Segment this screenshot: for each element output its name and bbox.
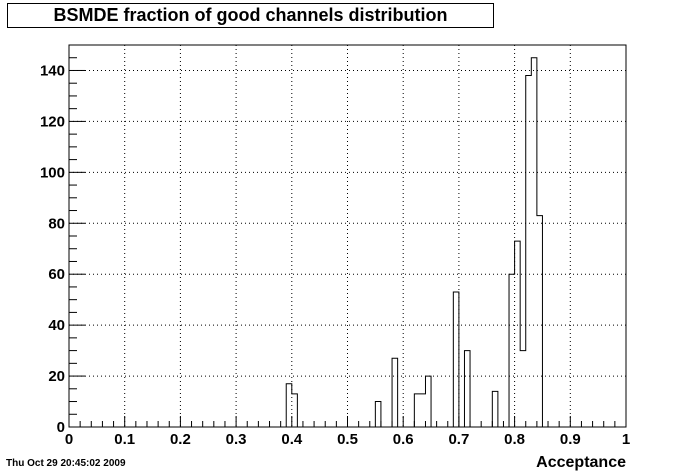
y-tick-label: 120 <box>40 113 65 130</box>
x-tick-label: 0.2 <box>170 431 191 448</box>
y-tick-labels: 0 20 40 60 80 100 120 140 <box>40 62 65 436</box>
date-stamp: Thu Oct 29 20:45:02 2009 <box>6 458 126 469</box>
grid-lines <box>69 45 626 427</box>
x-tick-label: 0.7 <box>448 431 469 448</box>
y-tick-label: 0 <box>57 419 65 436</box>
y-tick-label: 80 <box>48 215 65 232</box>
histogram-bar <box>375 402 381 427</box>
y-tick-label: 40 <box>48 317 65 334</box>
y-tick-label: 60 <box>48 266 65 283</box>
x-tick-label: 0.1 <box>114 431 135 448</box>
x-tick-label: 0.3 <box>226 431 247 448</box>
histogram-bar <box>414 394 420 427</box>
histogram-bar <box>526 76 532 427</box>
y-tick-label: 20 <box>48 368 65 385</box>
histogram-bar <box>464 351 470 427</box>
x-tick-label: 0.6 <box>393 431 414 448</box>
histogram-bar <box>531 58 537 427</box>
histogram-bar <box>509 274 515 427</box>
x-tick-labels: 0 0.1 0.2 0.3 0.4 0.5 0.6 0.7 0.8 0.9 1 <box>65 431 630 448</box>
x-tick-label: 0.4 <box>281 431 303 448</box>
histogram-bar <box>492 391 498 427</box>
x-tick-label: 0 <box>65 431 73 448</box>
histogram-bar <box>425 376 431 427</box>
x-tick-label: 1 <box>622 431 630 448</box>
x-axis-label: Acceptance <box>536 454 626 471</box>
histogram-bar <box>520 351 526 427</box>
x-tick-label: 0.8 <box>504 431 525 448</box>
y-tick-label: 140 <box>40 62 65 79</box>
histogram-bar <box>286 384 292 427</box>
axis-ticks <box>68 44 627 428</box>
y-tick-label: 100 <box>40 164 65 181</box>
histogram-bar <box>537 216 543 427</box>
x-tick-label: 0.5 <box>337 431 358 448</box>
histogram-bar <box>420 394 426 427</box>
x-tick-label: 0.9 <box>560 431 581 448</box>
histogram-bar <box>515 241 521 427</box>
chart-title: BSMDE fraction of good channels distribu… <box>7 3 494 28</box>
histogram-bar <box>453 292 459 427</box>
histogram-bar <box>392 358 398 427</box>
histogram-bar <box>292 394 298 427</box>
